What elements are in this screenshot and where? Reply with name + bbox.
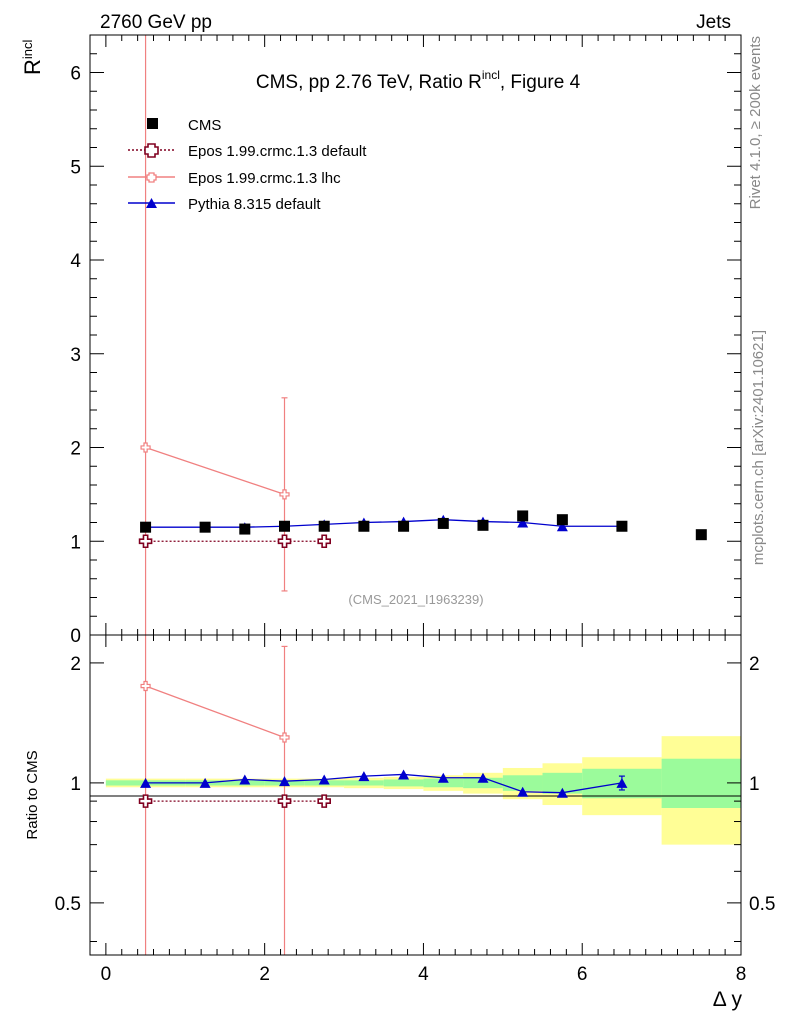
rivet-label: Rivet 4.1.0, ≥ 200k events — [747, 36, 764, 209]
y-tick-label: 1 — [70, 532, 81, 553]
ratio-band-green — [423, 778, 464, 788]
ratio-pythia-point — [437, 772, 449, 783]
chart-title-main: CMS, pp 2.76 TeV, Ratio R — [256, 72, 482, 93]
ratio-pythia-point — [279, 776, 291, 787]
y-tick-label: 2 — [70, 439, 81, 460]
cms-point — [695, 529, 707, 541]
ratio-pythia-point — [318, 774, 330, 785]
ratio-tick-label-left: 2 — [70, 654, 81, 675]
legend-label-epos-default: Epos 1.99.crmc.1.3 default — [188, 143, 367, 160]
mcplots-label: mcplots.cern.ch [arXiv:2401.10621] — [750, 330, 767, 565]
x-tick-label: 8 — [736, 964, 747, 985]
ratio-band-green — [502, 775, 543, 791]
ratio-band-green — [463, 777, 503, 789]
cms-point — [616, 520, 628, 532]
legend-label-pythia: Pythia 8.315 default — [188, 196, 321, 213]
epos-lhc-line — [145, 446, 285, 495]
ratio-plot: 0.5 0.5 1 1 2 2 — [55, 634, 775, 956]
y-tick-label: 3 — [70, 345, 81, 366]
ratio-pythia-point — [398, 769, 410, 780]
x-tick-label: 6 — [577, 964, 588, 985]
ratio-tick-label-left: 0.5 — [55, 894, 81, 915]
chart-title-suffix: , Figure 4 — [500, 72, 581, 93]
cms-point — [398, 520, 410, 532]
legend-label-cms: CMS — [188, 117, 221, 134]
ratio-pythia-point — [199, 777, 211, 788]
epos-default-point — [277, 534, 292, 549]
epos-lhc-point — [279, 489, 290, 500]
x-tick-label: 4 — [418, 964, 429, 985]
ratio-tick-label-right: 2 — [749, 654, 760, 675]
energy-label: 2760 GeV pp — [100, 12, 212, 33]
cms-point — [517, 510, 529, 522]
y-tick-label: 0 — [70, 626, 81, 647]
epos-default-point — [317, 534, 332, 549]
ratio-band-green — [542, 772, 583, 794]
ratio-epos-lhc-point — [279, 732, 290, 743]
ratio-frame — [89, 634, 742, 956]
x-tick-label: 2 — [259, 964, 270, 985]
ratio-pythia-point — [140, 777, 152, 788]
legend-label-epos-lhc: Epos 1.99.crmc.1.3 lhc — [188, 170, 341, 187]
ratio-pythia-point — [477, 772, 489, 783]
y-axis-label-main: R — [20, 59, 45, 75]
ratio-epos-default-point — [138, 794, 153, 808]
ratio-epos-default-point — [317, 794, 332, 808]
main-plot: 0 1 2 3 4 5 6 CMS, pp 2.76 TeV, Ratio Rincl, F… — [70, 34, 742, 647]
y-tick-label: 4 — [70, 251, 81, 272]
cms-point — [437, 517, 449, 529]
pythia-line — [145, 519, 622, 528]
svg-text:Rincl: Rincl — [20, 39, 45, 75]
legend: CMS Epos 1.99.crmc.1.3 default Epos 1.99… — [128, 117, 367, 213]
ratio-tick-label-left: 1 — [70, 774, 81, 795]
epos-lhc-point — [140, 442, 151, 453]
legend-marker-epos-default — [144, 143, 159, 158]
pythia-point — [517, 517, 529, 528]
ratio-pythia-point — [616, 777, 628, 788]
ratio-pythia-point — [358, 771, 370, 782]
ratio-band-green — [383, 779, 424, 787]
ratio-tick-label-right: 0.5 — [749, 894, 775, 915]
y-tick-label: 6 — [70, 64, 81, 85]
cms-point — [239, 523, 251, 535]
x-axis-label: Δ y — [713, 988, 743, 1011]
process-label: Jets — [696, 12, 731, 33]
ratio-pythia-point — [556, 787, 568, 798]
chart-title: CMS, pp 2.76 TeV, Ratio Rincl, Figure 4 — [256, 68, 581, 93]
ratio-y-axis-label: Ratio to CMS — [24, 750, 41, 839]
cms-point — [477, 519, 489, 531]
x-tick-label: 0 — [101, 964, 112, 985]
cms-point — [556, 514, 568, 526]
pythia-point — [556, 521, 568, 532]
ratio-epos-default-point — [277, 794, 292, 808]
chart-title-sup: incl — [482, 68, 500, 82]
ratio-epos-lhc-line — [145, 685, 285, 739]
cms-point — [318, 520, 330, 532]
y-axis-label-sup: incl — [20, 39, 35, 59]
cms-point — [358, 520, 370, 532]
legend-marker-cms — [147, 118, 158, 129]
epos-default-point — [138, 534, 153, 549]
analysis-id: (CMS_2021_I1963239) — [348, 592, 483, 607]
cms-point — [279, 520, 291, 532]
y-axis-label: Rincl — [20, 39, 45, 75]
ratio-pythia-point — [517, 786, 529, 797]
ratio-pythia-line — [145, 773, 623, 794]
ratio-tick-label-right: 1 — [749, 774, 760, 795]
legend-marker-pythia — [146, 198, 157, 208]
y-tick-label: 5 — [70, 157, 81, 178]
ratio-pythia-point — [239, 774, 251, 785]
ratio-band-green — [344, 780, 384, 786]
cms-point — [199, 521, 211, 533]
legend-marker-epos-lhc — [146, 172, 157, 183]
ratio-epos-lhc-point — [140, 680, 151, 692]
cms-point — [140, 521, 152, 533]
